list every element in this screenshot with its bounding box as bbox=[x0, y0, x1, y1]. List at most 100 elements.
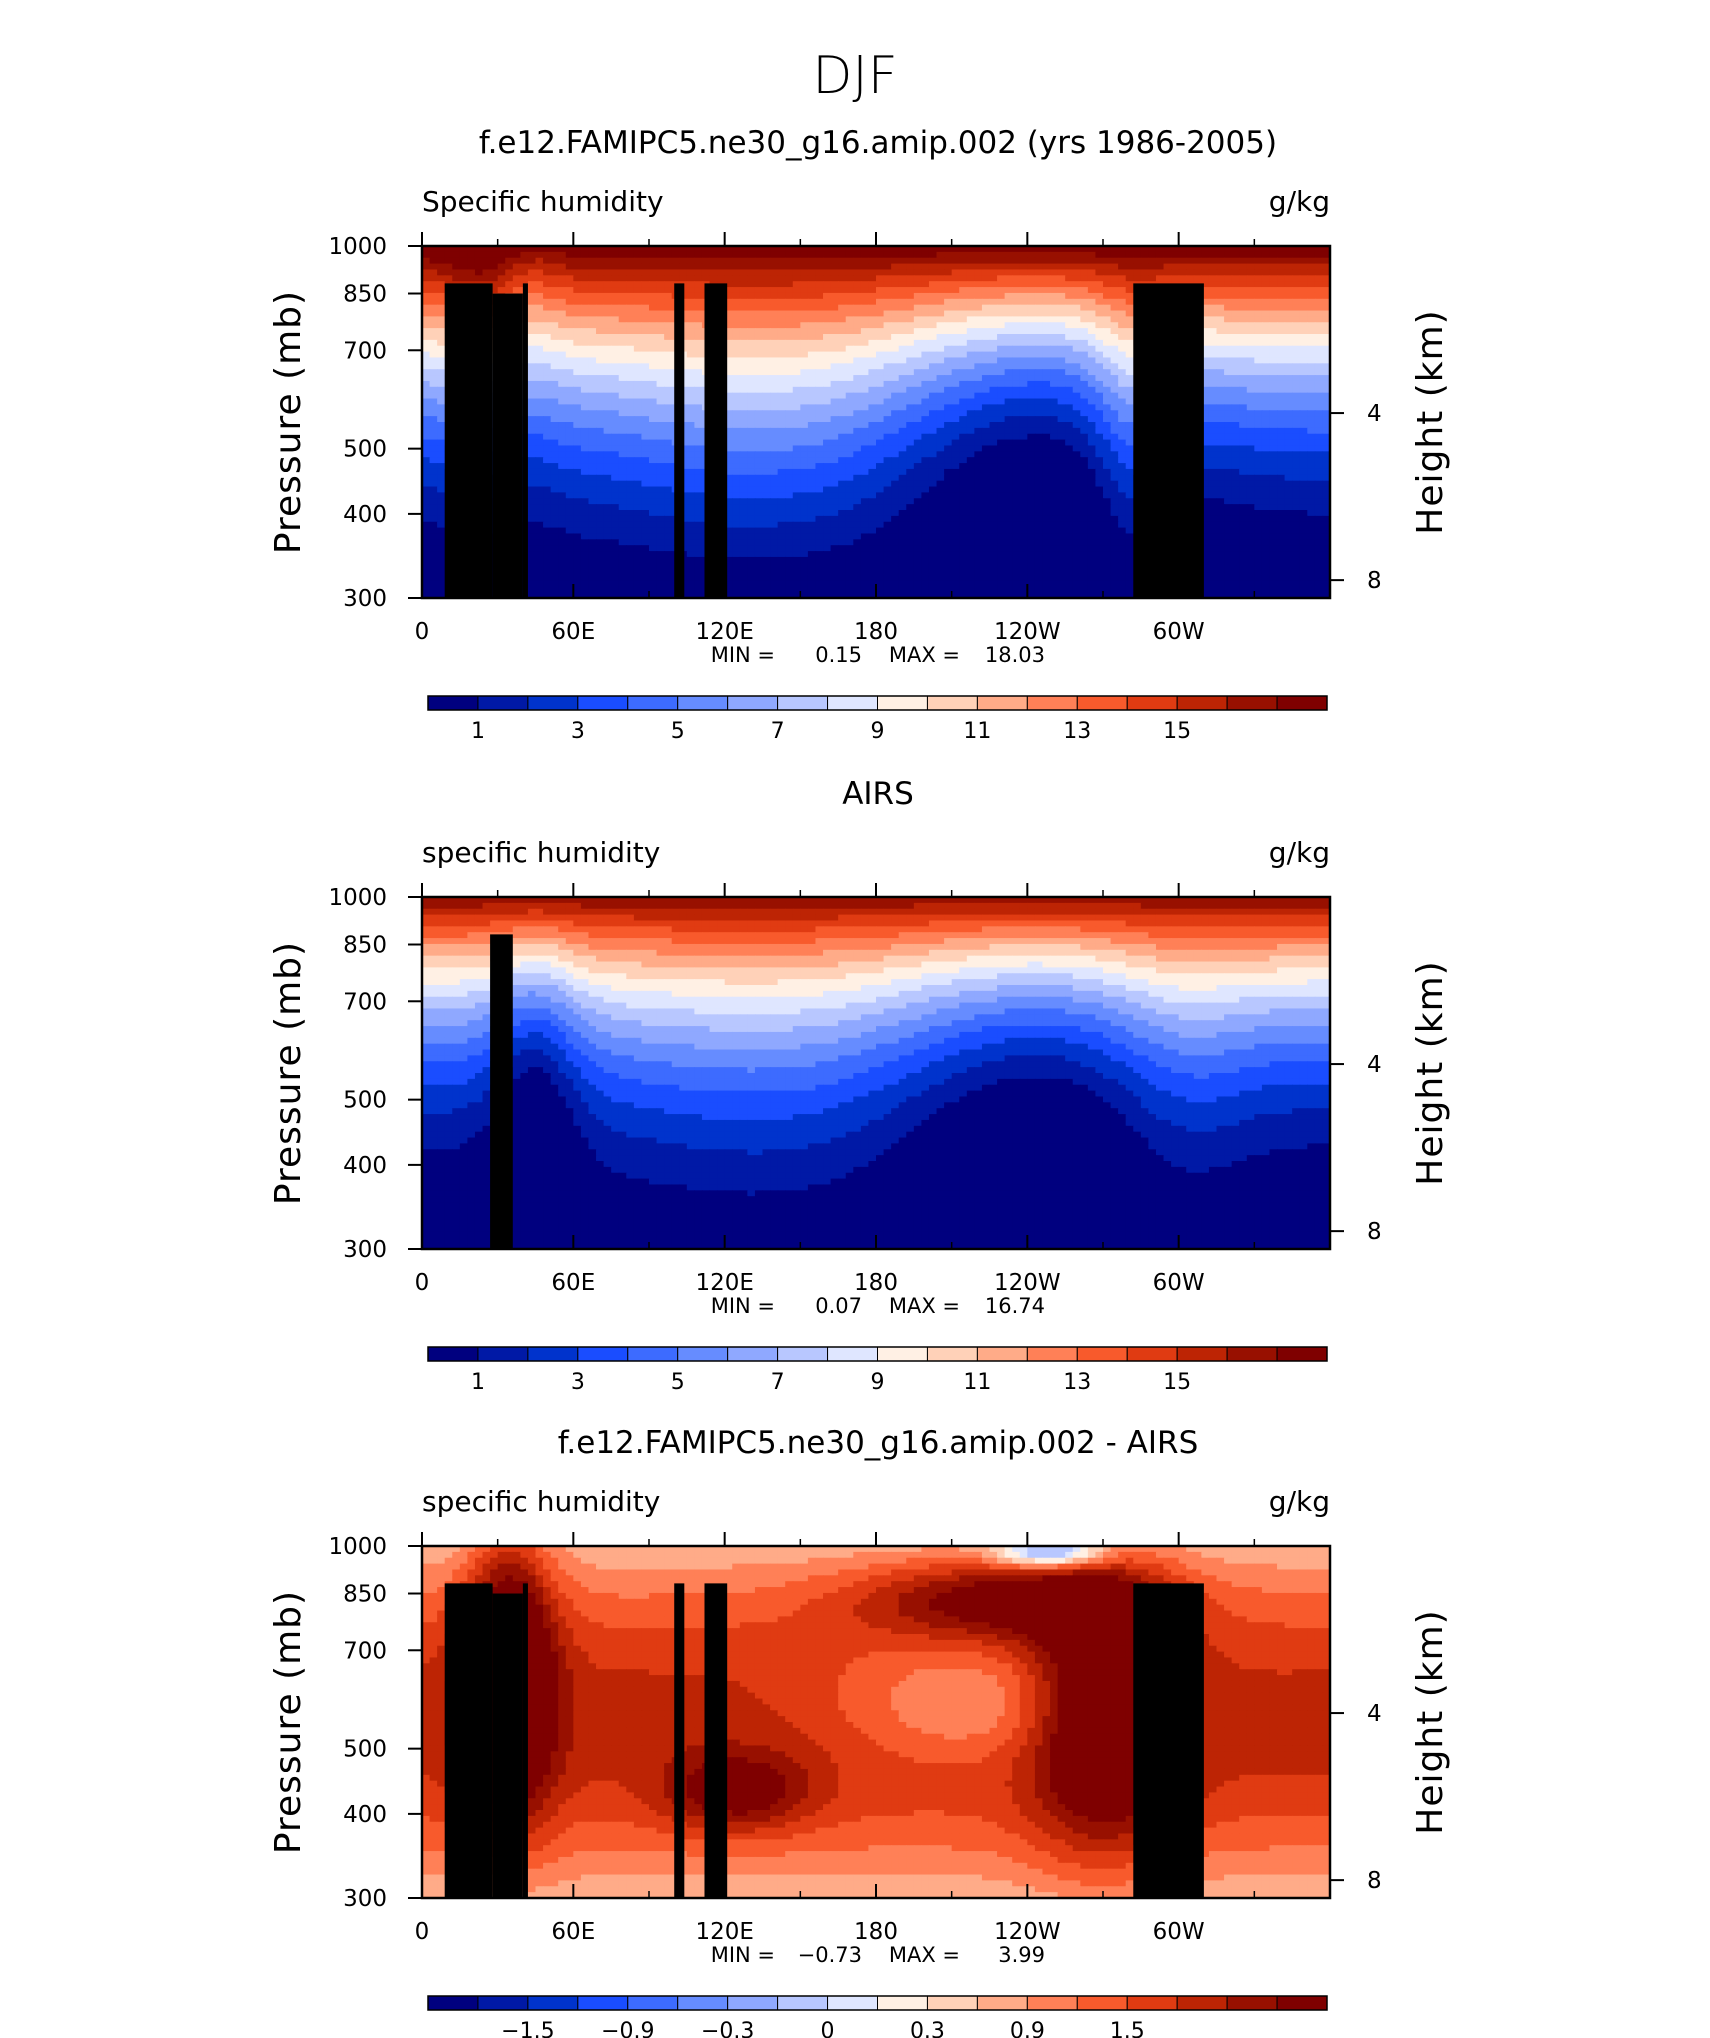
colorbar-label: 5 bbox=[671, 1370, 685, 1395]
colorbar-swatch bbox=[778, 1347, 828, 1361]
colorbar-swatch bbox=[927, 1347, 977, 1361]
colorbar-swatch bbox=[678, 1347, 728, 1361]
x-tick-label: 0 bbox=[415, 1270, 430, 1296]
x-tick-label: 0 bbox=[415, 1919, 430, 1945]
y-axis-title: Pressure (mb) bbox=[268, 290, 309, 554]
colorbar-swatch bbox=[927, 696, 977, 710]
x-tick-label: 120W bbox=[994, 1919, 1061, 1945]
colorbar-label: 0.9 bbox=[1010, 2019, 1045, 2038]
x-tick-label: 60W bbox=[1153, 1919, 1205, 1945]
colorbar-swatch bbox=[1077, 696, 1127, 710]
colorbar-label: 9 bbox=[871, 1370, 885, 1395]
land-mask bbox=[704, 283, 727, 598]
y-tick-label: 400 bbox=[343, 1802, 387, 1828]
panel-title: f.e12.FAMIPC5.ne30_g16.amip.002 (yrs 198… bbox=[479, 125, 1277, 161]
colorbar-swatch bbox=[478, 1996, 528, 2010]
max-label: MAX = bbox=[889, 1943, 960, 1967]
colorbar-swatch bbox=[628, 1996, 678, 2010]
colorbar-label: −0.9 bbox=[601, 2019, 654, 2038]
units-label: g/kg bbox=[1269, 1485, 1330, 1518]
colorbar-label: 9 bbox=[871, 719, 885, 744]
land-mask bbox=[674, 1583, 684, 1898]
colorbar-swatch bbox=[528, 1347, 578, 1361]
colorbar-swatch bbox=[1077, 1347, 1127, 1361]
y-tick-label: 300 bbox=[343, 586, 387, 612]
colorbar-swatch bbox=[878, 1347, 928, 1361]
y-tick-label: 400 bbox=[343, 502, 387, 528]
min-label: MIN = bbox=[711, 643, 775, 667]
y2-axis-title: Height (km) bbox=[1410, 960, 1451, 1185]
x-tick-label: 60W bbox=[1153, 1270, 1205, 1296]
x-tick-label: 60E bbox=[551, 1919, 595, 1945]
colorbar-swatch bbox=[878, 1996, 928, 2010]
colorbar-swatch bbox=[1027, 696, 1077, 710]
x-tick-label: 120E bbox=[695, 1919, 753, 1945]
colorbar-swatch bbox=[1027, 1996, 1077, 2010]
heatmap-cells bbox=[422, 897, 1331, 1250]
colorbar-label: 13 bbox=[1063, 719, 1091, 744]
colorbar-swatch bbox=[927, 1996, 977, 2010]
y2-tick-label: 8 bbox=[1367, 568, 1382, 594]
colorbar-swatch bbox=[1127, 1996, 1177, 2010]
land-mask bbox=[493, 294, 523, 598]
panel-1: f.e12.FAMIPC5.ne30_g16.amip.002 (yrs 198… bbox=[268, 125, 1451, 744]
x-tick-label: 60E bbox=[551, 619, 595, 645]
colorbar-swatch bbox=[1227, 1996, 1277, 2010]
colorbar-swatch bbox=[678, 696, 728, 710]
colorbar-label: 1 bbox=[471, 719, 485, 744]
colorbar-label: 7 bbox=[771, 719, 785, 744]
colorbar-label: 13 bbox=[1063, 1370, 1091, 1395]
y-tick-label: 500 bbox=[343, 1088, 387, 1114]
colorbar-swatch bbox=[428, 696, 478, 710]
colorbar-swatch bbox=[428, 1347, 478, 1361]
colorbar-swatch bbox=[1127, 1347, 1177, 1361]
colorbar-swatch bbox=[628, 696, 678, 710]
colorbar-label: 1.5 bbox=[1110, 2019, 1145, 2038]
land-mask bbox=[1133, 1583, 1204, 1898]
y-tick-label: 1000 bbox=[328, 1534, 387, 1560]
colorbar: 1 3 5 7 9 11 13 15 bbox=[428, 696, 1327, 744]
y-tick-label: 700 bbox=[343, 1638, 387, 1664]
colorbar-swatch bbox=[1027, 1347, 1077, 1361]
y-tick-label: 400 bbox=[343, 1153, 387, 1179]
land-mask bbox=[1133, 283, 1204, 598]
colorbar-swatch bbox=[977, 1996, 1027, 2010]
land-mask bbox=[523, 1583, 528, 1898]
min-value: −0.73 bbox=[798, 1943, 862, 1967]
colorbar-label: 5 bbox=[671, 719, 685, 744]
colorbar-label: 7 bbox=[771, 1370, 785, 1395]
panel-title: AIRS bbox=[842, 776, 914, 812]
colorbar-swatch bbox=[428, 1996, 478, 2010]
y-tick-label: 700 bbox=[343, 989, 387, 1015]
colorbar-label: 0 bbox=[821, 2019, 835, 2038]
colorbar: −1.5 −0.9 −0.3 0 0.3 0.9 1.5 bbox=[428, 1996, 1327, 2038]
colorbar-swatch bbox=[728, 696, 778, 710]
min-label: MIN = bbox=[711, 1294, 775, 1318]
max-value: 16.74 bbox=[985, 1294, 1045, 1318]
colorbar-swatch bbox=[528, 696, 578, 710]
colorbar-swatch bbox=[1177, 1347, 1227, 1361]
units-label: g/kg bbox=[1269, 836, 1330, 869]
colorbar-label: −1.5 bbox=[501, 2019, 554, 2038]
max-value: 3.99 bbox=[998, 1943, 1045, 1967]
variable-label: specific humidity bbox=[422, 1485, 660, 1518]
y-tick-label: 300 bbox=[343, 1886, 387, 1912]
colorbar-label: 1 bbox=[471, 1370, 485, 1395]
colorbar-swatch bbox=[1077, 1996, 1127, 2010]
land-mask bbox=[490, 934, 513, 1249]
y2-axis-title: Height (km) bbox=[1410, 1609, 1451, 1834]
colorbar-swatch bbox=[578, 696, 628, 710]
max-label: MAX = bbox=[889, 1294, 960, 1318]
max-value: 18.03 bbox=[985, 643, 1045, 667]
y2-tick-label: 8 bbox=[1367, 1219, 1382, 1245]
colorbar-swatch bbox=[828, 696, 878, 710]
y-tick-label: 1000 bbox=[328, 885, 387, 911]
y-tick-label: 850 bbox=[343, 282, 387, 308]
colorbar-swatch bbox=[478, 696, 528, 710]
colorbar-swatch bbox=[778, 696, 828, 710]
colorbar-swatch bbox=[1277, 1347, 1327, 1361]
colorbar-swatch bbox=[1227, 696, 1277, 710]
x-tick-label: 120W bbox=[994, 619, 1061, 645]
